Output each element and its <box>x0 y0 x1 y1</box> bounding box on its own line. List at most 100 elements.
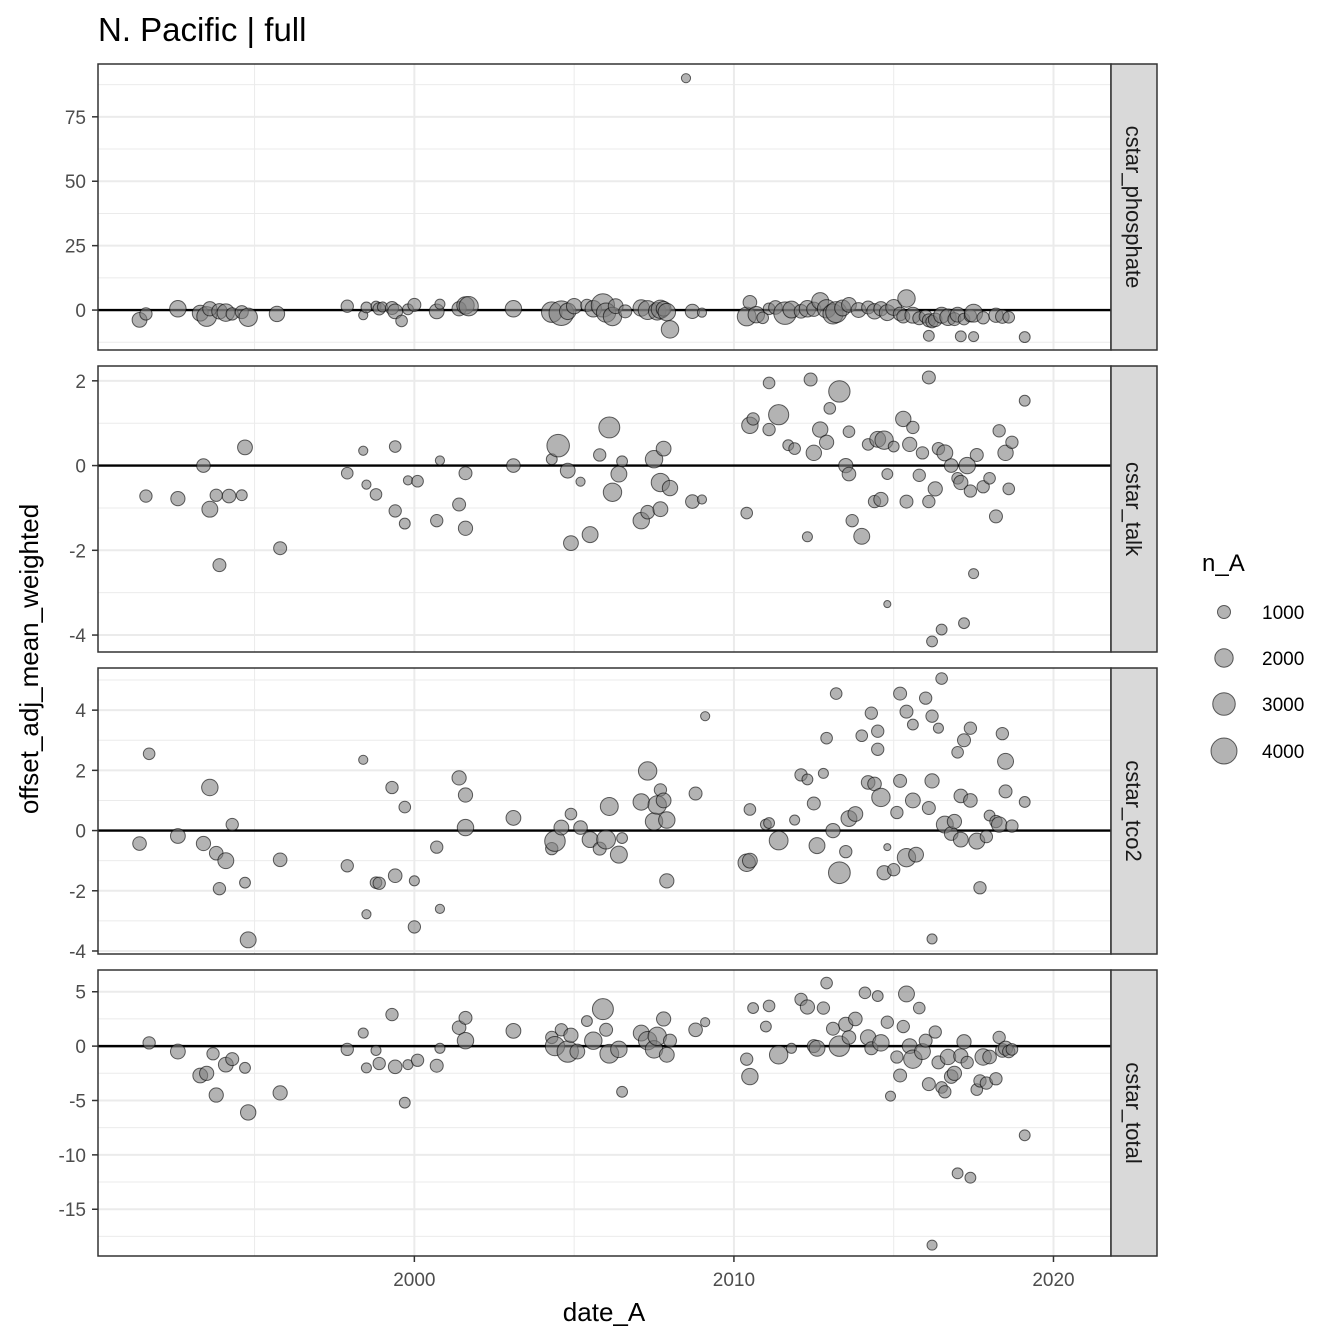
data-point <box>918 1033 933 1048</box>
data-point <box>992 1030 1006 1045</box>
data-point <box>935 623 948 636</box>
y-tick-label: -15 <box>59 1200 86 1221</box>
data-point <box>398 1096 411 1109</box>
data-point <box>657 302 677 322</box>
data-point <box>237 439 253 456</box>
data-point <box>610 1040 628 1059</box>
data-point <box>928 1025 942 1039</box>
data-point <box>904 792 921 809</box>
data-point <box>239 1061 251 1074</box>
panel-cstar_tco2: -4 -2 0 2 4 cstar_tco2 <box>69 667 1158 963</box>
data-point <box>596 829 617 850</box>
facet-strip-label: cstar_total <box>1121 1062 1146 1164</box>
data-point <box>982 1049 997 1065</box>
data-point <box>1002 310 1016 324</box>
data-point <box>1018 394 1031 407</box>
data-point <box>896 1019 910 1034</box>
data-point <box>952 831 969 848</box>
data-point <box>458 296 479 317</box>
data-point <box>655 792 672 809</box>
y-tick-label: -2 <box>69 882 86 903</box>
data-point <box>696 307 708 318</box>
data-point <box>768 404 790 426</box>
data-point <box>906 420 920 435</box>
data-point <box>385 1007 399 1022</box>
data-point <box>893 773 908 788</box>
data-point <box>618 304 633 319</box>
data-point <box>272 1085 288 1101</box>
data-point <box>848 1011 863 1027</box>
data-point <box>434 298 446 310</box>
data-point <box>827 861 851 885</box>
data-point <box>995 726 1010 741</box>
data-point <box>370 1044 382 1057</box>
data-point <box>872 1034 890 1052</box>
data-point <box>357 1027 369 1039</box>
data-point <box>816 1001 831 1015</box>
data-point <box>756 311 769 325</box>
data-point <box>893 686 908 701</box>
legend-key-label: 3000 <box>1262 695 1304 716</box>
y-tick-label: -10 <box>59 1146 86 1167</box>
legend-key-label: 2000 <box>1262 649 1304 670</box>
data-point <box>451 1020 467 1035</box>
data-point <box>963 484 978 498</box>
data-point <box>871 742 885 756</box>
data-point <box>801 531 813 543</box>
data-point <box>963 793 978 808</box>
data-point <box>340 466 354 480</box>
data-point <box>858 986 872 1000</box>
data-point <box>768 1045 789 1065</box>
data-point <box>895 410 912 428</box>
data-point <box>387 868 403 884</box>
data-point <box>740 1052 754 1066</box>
data-point <box>983 471 996 485</box>
y-tick-label: 4 <box>75 701 86 722</box>
facet-strip-label: cstar_talk <box>1121 462 1146 557</box>
data-point <box>564 807 578 821</box>
data-point <box>871 787 891 808</box>
data-point <box>196 458 211 473</box>
data-point <box>884 1090 897 1102</box>
data-point <box>989 1072 1003 1086</box>
data-point <box>616 1085 629 1098</box>
data-point <box>199 1065 215 1081</box>
data-point <box>361 909 372 920</box>
data-point <box>659 873 675 889</box>
y-tick-label: 2 <box>75 372 86 393</box>
data-point <box>958 617 970 630</box>
data-point <box>887 440 900 453</box>
data-point <box>272 852 288 868</box>
data-point <box>505 1022 522 1039</box>
data-point <box>217 852 235 870</box>
data-point <box>871 990 884 1003</box>
y-tick-label: 25 <box>65 237 86 258</box>
data-point <box>340 299 354 313</box>
data-point <box>360 301 373 314</box>
data-point <box>209 488 223 502</box>
data-point <box>968 568 980 580</box>
data-point <box>398 517 411 530</box>
data-point <box>808 837 826 855</box>
data-point <box>820 731 833 745</box>
data-point <box>762 376 776 390</box>
data-point <box>201 500 219 518</box>
data-point <box>458 466 473 481</box>
data-point <box>563 1027 579 1043</box>
data-point <box>700 711 711 722</box>
data-point <box>899 704 914 719</box>
data-point <box>915 446 930 460</box>
panel-cstar_talk: -4 -2 0 2 cstar_talk <box>69 365 1158 653</box>
data-point <box>388 440 402 453</box>
data-point <box>847 806 864 822</box>
data-point <box>658 1046 675 1063</box>
panels-group: 0255075cstar_phosphate-4-202cstar_talk-4… <box>59 63 1158 1257</box>
data-point <box>927 481 943 497</box>
data-point <box>951 745 964 759</box>
data-point <box>195 835 212 852</box>
data-point <box>239 931 257 949</box>
data-point <box>1018 796 1031 808</box>
data-point <box>743 803 757 816</box>
data-point <box>890 805 904 820</box>
data-point <box>997 444 1014 462</box>
